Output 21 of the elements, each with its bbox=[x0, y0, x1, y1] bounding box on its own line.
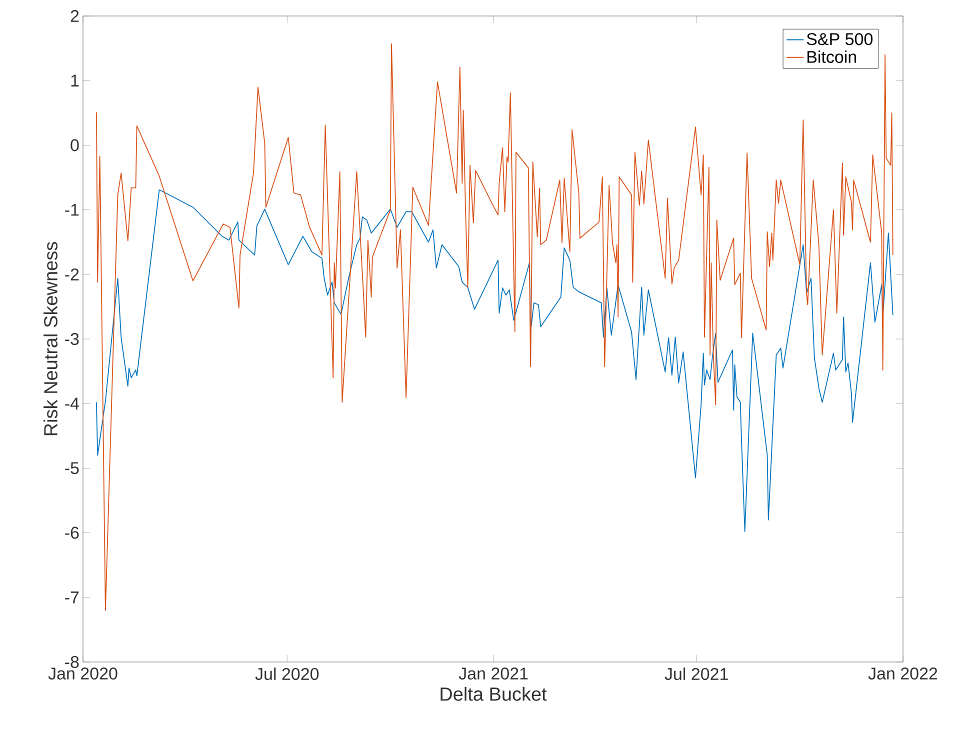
y-tick-label: -3 bbox=[65, 332, 79, 346]
legend-label: S&P 500 bbox=[806, 33, 873, 46]
y-tick-label: -2 bbox=[65, 268, 79, 280]
x-tick-label: Jan 2021 bbox=[458, 668, 528, 680]
y-tick-label: -1 bbox=[65, 204, 79, 216]
y-tick-label: -5 bbox=[65, 462, 79, 474]
y-tick-label: -8 bbox=[65, 656, 79, 668]
x-tick-label: Jan 2022 bbox=[868, 668, 938, 680]
y-tick-label: 0 bbox=[70, 139, 79, 152]
x-tick-label: Jul 2020 bbox=[255, 668, 319, 680]
y-tick-label: -7 bbox=[65, 592, 79, 604]
legend-label: Bitcoin bbox=[808, 50, 856, 63]
line-series bbox=[96, 189, 894, 532]
x-tick-label: Jul 2021 bbox=[664, 668, 728, 680]
y-tick-label: -4 bbox=[65, 398, 79, 410]
y-axis-title: Risk Neutral Skewness bbox=[44, 242, 58, 436]
x-tick-label: Jan 2020 bbox=[48, 668, 118, 680]
y-tick-label: -6 bbox=[65, 526, 79, 539]
y-tick-label: 1 bbox=[71, 74, 79, 86]
y-tick-label: 2 bbox=[70, 10, 79, 22]
x-axis-title: Delta Bucket bbox=[440, 686, 547, 701]
